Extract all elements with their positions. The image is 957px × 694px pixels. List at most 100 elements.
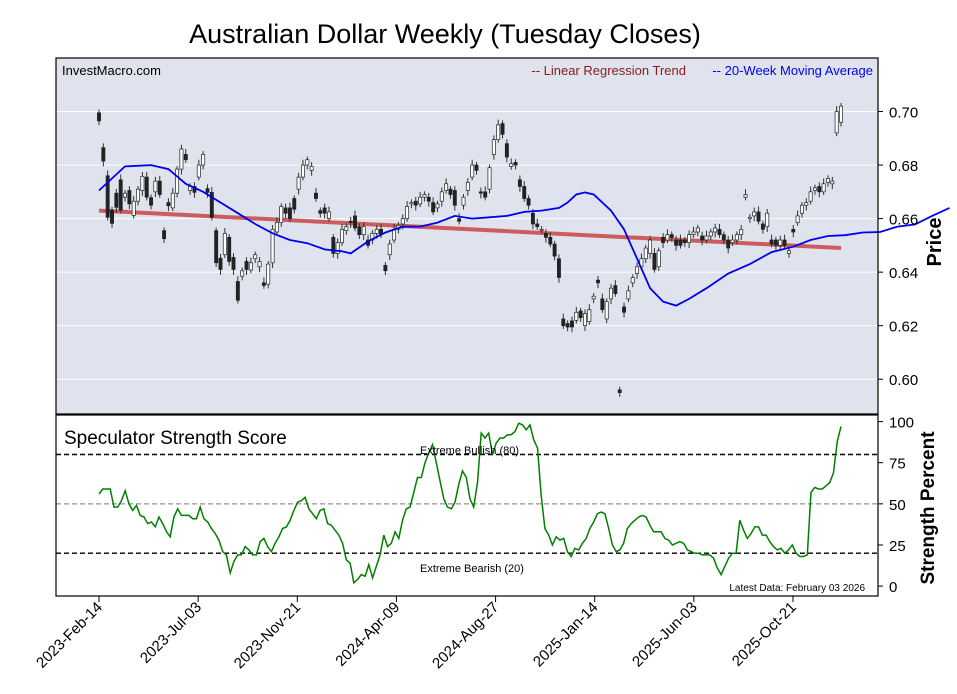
candle-body bbox=[248, 262, 253, 271]
candle-body bbox=[743, 194, 748, 198]
candle-body bbox=[739, 228, 744, 236]
candle-body bbox=[149, 197, 154, 206]
candle bbox=[804, 198, 809, 211]
candle-body bbox=[426, 196, 431, 202]
candle-body bbox=[266, 263, 271, 285]
candle-body bbox=[431, 202, 436, 213]
candle-body bbox=[227, 236, 232, 262]
candle bbox=[548, 231, 553, 248]
candle bbox=[678, 234, 683, 249]
candle bbox=[335, 238, 340, 259]
candle-body bbox=[170, 192, 175, 209]
strength-lines bbox=[56, 453, 878, 554]
x-tick-label: 2024-Aug-27 bbox=[429, 599, 502, 672]
candle bbox=[713, 223, 718, 238]
candle-body bbox=[457, 218, 462, 222]
candle bbox=[413, 196, 418, 211]
candle-body bbox=[552, 243, 557, 257]
candle-body bbox=[713, 227, 718, 233]
candle bbox=[209, 187, 214, 221]
candle-body bbox=[322, 207, 327, 214]
candle-body bbox=[136, 188, 141, 202]
candle bbox=[361, 222, 366, 241]
candle bbox=[105, 170, 110, 221]
candle-body bbox=[786, 250, 791, 254]
candle-body bbox=[327, 211, 331, 219]
candle bbox=[730, 234, 735, 246]
candle bbox=[227, 234, 232, 266]
candle-body bbox=[504, 143, 509, 158]
candle bbox=[791, 225, 796, 238]
candle-body bbox=[118, 179, 123, 211]
candle bbox=[292, 195, 297, 214]
candle bbox=[322, 203, 327, 219]
candle bbox=[708, 228, 713, 241]
candle-body bbox=[405, 206, 410, 219]
candle bbox=[101, 143, 106, 167]
candle bbox=[353, 210, 357, 232]
candle bbox=[799, 202, 804, 218]
candle bbox=[235, 276, 240, 304]
candle-body bbox=[474, 164, 479, 171]
candle bbox=[583, 309, 587, 332]
candle-body bbox=[201, 154, 206, 166]
candle bbox=[700, 231, 705, 246]
candle-body bbox=[609, 287, 613, 300]
candle-body bbox=[600, 298, 605, 310]
candle-body bbox=[656, 250, 661, 268]
strength-axis: 0 25 50 75 100 bbox=[878, 415, 914, 596]
candle bbox=[240, 267, 245, 281]
x-tick-label: 2025-Oct-21 bbox=[729, 599, 800, 670]
candle-body bbox=[622, 306, 626, 313]
candle-body bbox=[747, 216, 752, 219]
candle bbox=[704, 230, 709, 244]
candle-body bbox=[630, 277, 635, 284]
price-axis-label: Price bbox=[924, 218, 946, 267]
candle bbox=[127, 186, 132, 210]
regression-layer bbox=[98, 208, 842, 251]
candle-body bbox=[465, 182, 470, 191]
candle-body bbox=[834, 111, 839, 134]
regression-line bbox=[98, 208, 842, 251]
x-tick-label: 2024-Apr-09 bbox=[332, 599, 403, 670]
candle bbox=[635, 262, 640, 279]
candle bbox=[483, 186, 488, 201]
candle-body bbox=[548, 236, 553, 245]
candle-body bbox=[439, 191, 444, 202]
candle-body bbox=[435, 203, 440, 209]
candle bbox=[626, 285, 631, 303]
x-tick-label: 2023-Nov-21 bbox=[231, 599, 304, 672]
candle bbox=[383, 262, 388, 276]
price-tick-label: 0.64 bbox=[889, 265, 918, 282]
candle bbox=[283, 203, 288, 219]
x-tick-label: 2023-Feb-14 bbox=[33, 599, 106, 672]
candle bbox=[118, 174, 123, 214]
candle bbox=[196, 159, 201, 181]
candle-body bbox=[127, 190, 132, 205]
candle bbox=[795, 210, 800, 226]
candle bbox=[574, 306, 579, 324]
candle-body bbox=[318, 210, 323, 214]
strength-tick-label: 25 bbox=[889, 538, 906, 555]
strength-axis-label: Strength Percent bbox=[918, 431, 939, 585]
candle bbox=[279, 203, 284, 227]
candle bbox=[218, 253, 223, 275]
candle bbox=[522, 181, 527, 202]
price-axis: 0.60 0.62 0.64 0.66 0.68 0.70 bbox=[878, 105, 918, 389]
candle-body bbox=[452, 190, 457, 206]
moving-average-line bbox=[98, 164, 950, 307]
candle bbox=[682, 236, 687, 247]
price-panel-frame bbox=[55, 57, 879, 415]
candle-body bbox=[340, 228, 344, 244]
candle bbox=[131, 195, 136, 219]
candle-body bbox=[279, 206, 284, 223]
candle-body bbox=[839, 105, 843, 123]
candle bbox=[717, 223, 722, 238]
candle-body bbox=[270, 228, 275, 264]
candle bbox=[665, 229, 670, 244]
candle bbox=[743, 189, 748, 201]
candle-body bbox=[235, 281, 240, 301]
candle bbox=[826, 175, 830, 187]
candle bbox=[526, 195, 531, 210]
candle-body bbox=[769, 239, 774, 245]
